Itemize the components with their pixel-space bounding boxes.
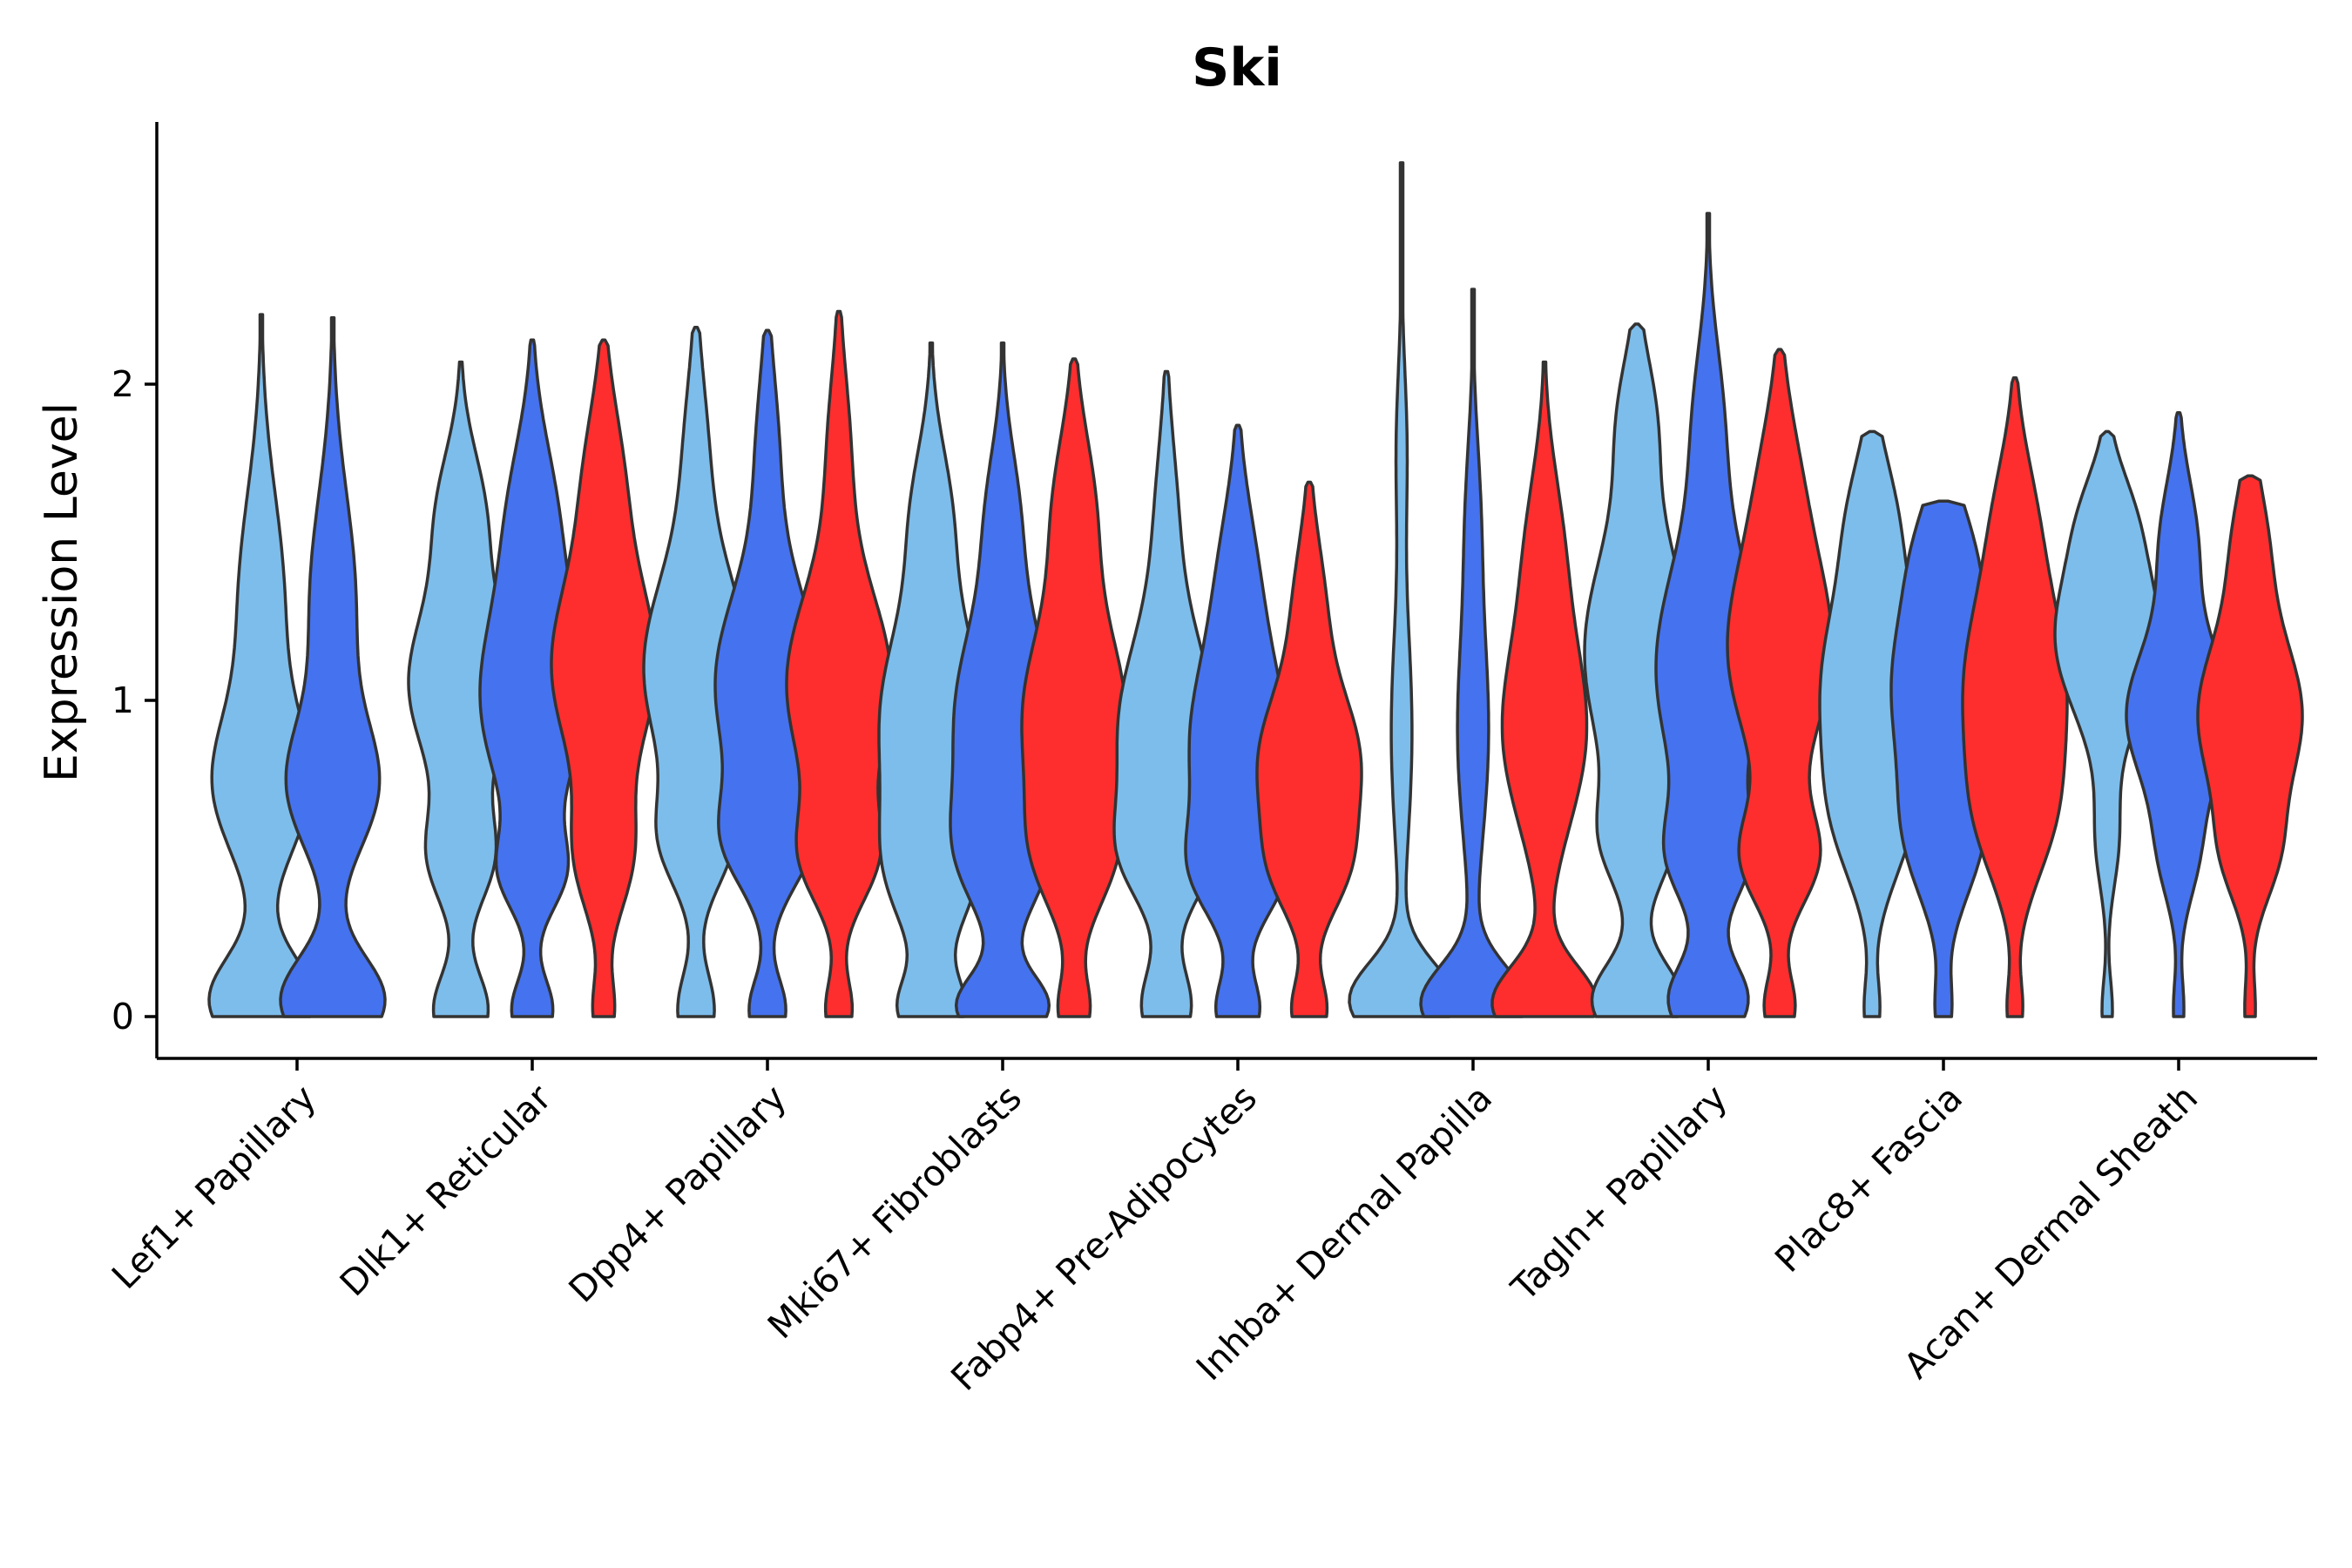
violin-blue [478, 338, 586, 1018]
x-tick-label: Plac8+ Fascia [1767, 1077, 1970, 1281]
x-tick-label: Lef1+ Papillary [104, 1077, 324, 1297]
violin-group [1112, 369, 1363, 1018]
violin-light_blue [1348, 161, 1456, 1018]
violin-blue [279, 316, 387, 1018]
violin-blue [1419, 287, 1527, 1018]
x-tick-label: Tagln+ Papillary [1503, 1077, 1735, 1309]
violin-red [1020, 357, 1128, 1018]
violin-blue [2125, 410, 2233, 1018]
violin-group [1818, 375, 2069, 1018]
violin-group [877, 341, 1128, 1018]
violin-red [1726, 348, 1834, 1018]
y-tick-label: 1 [112, 679, 134, 721]
violin-group [407, 338, 658, 1018]
x-tick-label: Dlk1+ Reticular [332, 1077, 559, 1304]
violin-red [785, 309, 893, 1018]
violin-red [550, 338, 658, 1018]
violin-group [1348, 161, 1598, 1018]
violin-light_blue [207, 313, 315, 1018]
y-axis-label: Expression Level [36, 402, 88, 782]
violin-red [2196, 474, 2304, 1018]
chart-title: Ski [1192, 37, 1282, 98]
violin-light_blue [407, 360, 515, 1018]
violin-red [1255, 480, 1363, 1018]
violin-red [1490, 360, 1598, 1018]
y-tick-label: 0 [112, 996, 134, 1037]
x-tick-label: Mki67+ Fibroblasts [760, 1077, 1030, 1347]
violin-group [207, 313, 387, 1018]
violin-red [1961, 375, 2069, 1018]
violin-group [642, 309, 893, 1018]
violin-group [2053, 410, 2304, 1018]
x-tick-label: Dpp4+ Papillary [561, 1077, 794, 1310]
violin-light_blue [2053, 429, 2161, 1018]
violins-layer [207, 161, 2304, 1018]
violin-group [1583, 212, 1834, 1018]
y-tick-label: 2 [112, 363, 134, 405]
